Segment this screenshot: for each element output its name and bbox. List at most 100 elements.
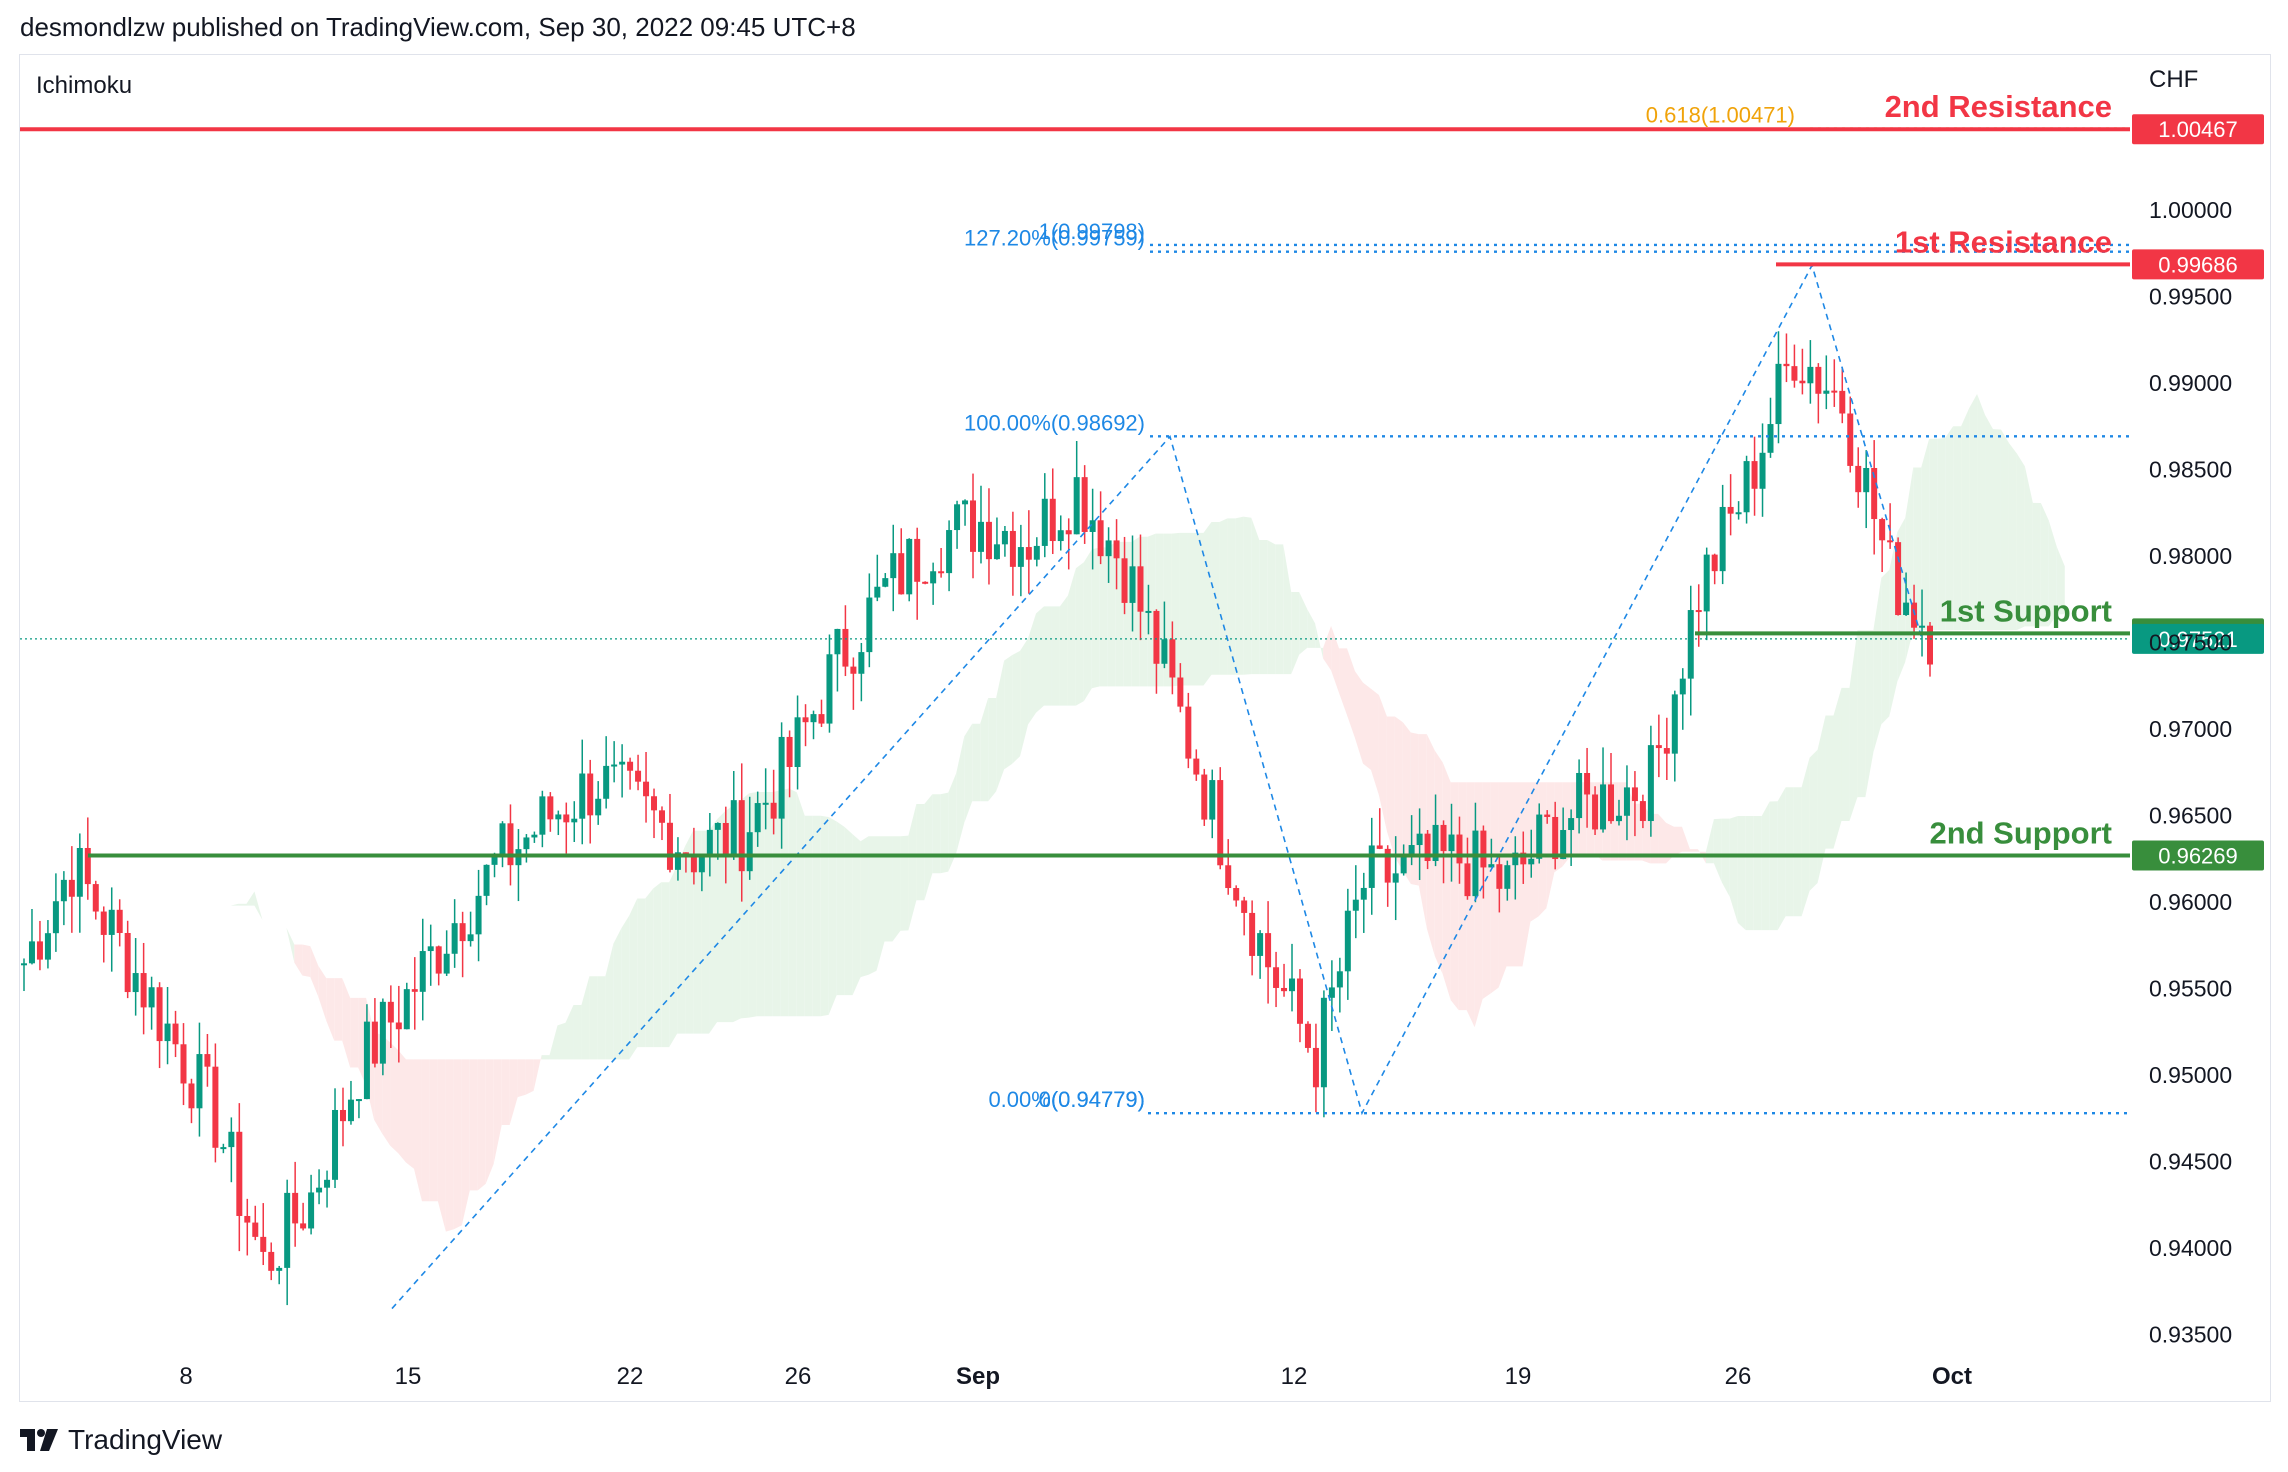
cloud-bearish-segment [477,1059,486,1191]
cloud-bullish-segment [581,976,590,1060]
candle-body [1631,787,1638,802]
candle-body [1448,834,1455,852]
candle-body [619,761,626,765]
cloud-bullish-segment [1059,595,1068,706]
chart-frame[interactable] [19,54,2271,1402]
candle-body [1600,784,1607,830]
candle [435,945,442,986]
cloud-bullish-segment [1291,592,1300,675]
cloud-bullish-segment [557,1022,566,1060]
candle-body [627,761,634,771]
candle-body [579,773,586,819]
candle-body [571,818,578,823]
candle [1903,572,1910,616]
candle-body [1073,477,1080,535]
candle [1281,963,1288,997]
candle [443,930,450,976]
candle [475,869,482,962]
candle [1177,663,1184,713]
cloud-bullish-segment [1753,816,1762,931]
candle [1137,534,1144,641]
candle-body [124,932,131,993]
cloud-bullish-segment [1937,438,1946,630]
candle [1009,511,1016,596]
candle-body [92,884,99,912]
candle-body [714,822,721,830]
cloud-bearish-segment [469,1059,478,1191]
candle [1608,752,1615,824]
candle [794,695,801,790]
candle-body [1647,745,1654,822]
candle [1456,816,1463,884]
candle-body [467,934,474,942]
price-tick-label: 0.94500 [2149,1149,2232,1175]
candle [1480,825,1487,899]
candle [499,821,506,868]
candle [595,781,602,825]
candle-body [1783,363,1790,367]
candle [1081,465,1088,544]
cloud-bullish-segment [701,830,710,1034]
candle [603,736,610,809]
cloud-bearish-segment [1442,762,1451,1001]
candle-body [1304,1023,1311,1048]
candle [842,605,849,677]
candle-body [1177,677,1184,707]
candle [515,829,522,902]
candle-body [148,987,155,1008]
time-tick-label: Sep [956,1363,1000,1390]
cloud-bullish-segment [1004,655,1013,770]
candle-body [547,796,554,820]
candle-body [1799,380,1806,384]
cloud-bullish-segment [1825,715,1834,849]
cloud-bullish-segment [1785,787,1794,917]
cloud-bullish-segment [1857,630,1866,798]
candle-body [1751,461,1758,489]
candle [1416,808,1423,881]
candle-body [355,1099,362,1102]
candle [1887,503,1894,549]
candle-body [116,909,123,933]
time-tick-label: 26 [1725,1363,1752,1390]
swing-path [391,263,1923,1310]
cloud-bullish-segment [693,830,702,1034]
indicator-legend[interactable]: Ichimoku [36,72,133,99]
candle [1823,355,1830,410]
candle [722,806,729,884]
fib-label: 100.00%(0.98692) [964,410,1145,435]
candle-body [938,571,945,574]
candle-body [1871,467,1878,520]
candle-body [1831,390,1838,393]
candle [834,628,841,692]
cloud-bullish-segment [230,903,239,906]
candle [1671,690,1678,782]
candle [60,871,67,926]
candle [826,634,833,733]
candle-body [1320,997,1327,1088]
level-price-label: 1.00467 [2158,117,2238,142]
candle [786,730,793,798]
candle-body [1855,465,1862,493]
cloud-bearish-segment [421,1059,430,1202]
candle [36,920,43,971]
candle-body [643,781,650,797]
cloud-bullish-segment [1969,393,1978,630]
candle-body [1336,971,1343,988]
cloud-bearish-segment [493,1059,502,1164]
candle-body [1480,830,1487,868]
candle [483,864,490,906]
candle-body [324,1179,331,1188]
candle [180,1023,187,1106]
candle-body [220,1147,227,1150]
cloud-bullish-segment [812,815,821,1017]
cloud-bullish-segment [860,836,869,978]
cloud-bullish-segment [1817,715,1826,883]
candle [1161,601,1168,669]
cloud-bullish-segment [565,1004,574,1060]
candle [1735,501,1742,520]
cloud-bullish-segment [2008,442,2017,630]
candle-body [459,923,466,942]
candle [1129,535,1136,632]
candle [762,768,769,830]
